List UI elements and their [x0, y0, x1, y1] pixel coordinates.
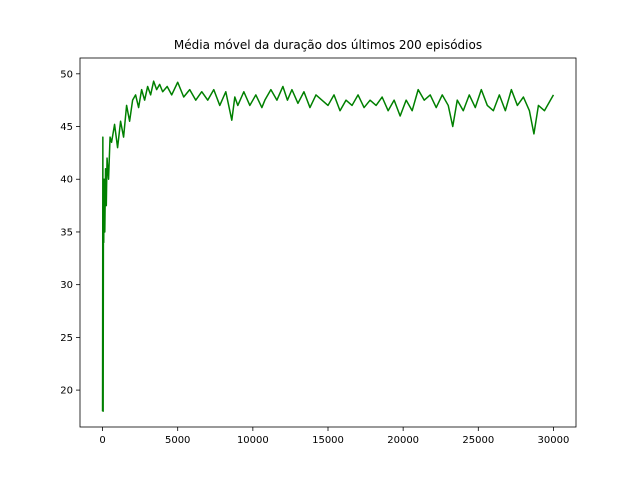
y-tick-label: 30: [60, 280, 73, 291]
y-tick-label: 50: [60, 69, 73, 80]
series-line: [101, 80, 555, 412]
x-tick-label: 25000: [462, 435, 494, 446]
y-axis-ticks: 20 25 30 35 40 45 50: [60, 69, 80, 397]
y-tick-label: 40: [60, 175, 73, 186]
x-tick-label: 0: [99, 435, 105, 446]
x-tick-label: 10000: [237, 435, 269, 446]
x-tick-label: 20000: [387, 435, 419, 446]
x-tick-label: 15000: [312, 435, 344, 446]
y-tick-label: 35: [60, 227, 73, 238]
x-tick-label: 30000: [538, 435, 570, 446]
y-tick-label: 25: [60, 333, 73, 344]
y-tick-label: 20: [60, 386, 73, 397]
x-axis-ticks: 0 5000 10000 15000 20000 25000 30000: [99, 427, 569, 446]
plot-area-frame: [79, 57, 577, 428]
chart-title: Média móvel da duração dos últimos 200 e…: [174, 38, 482, 52]
x-tick-label: 5000: [165, 435, 190, 446]
y-tick-label: 45: [60, 122, 73, 133]
